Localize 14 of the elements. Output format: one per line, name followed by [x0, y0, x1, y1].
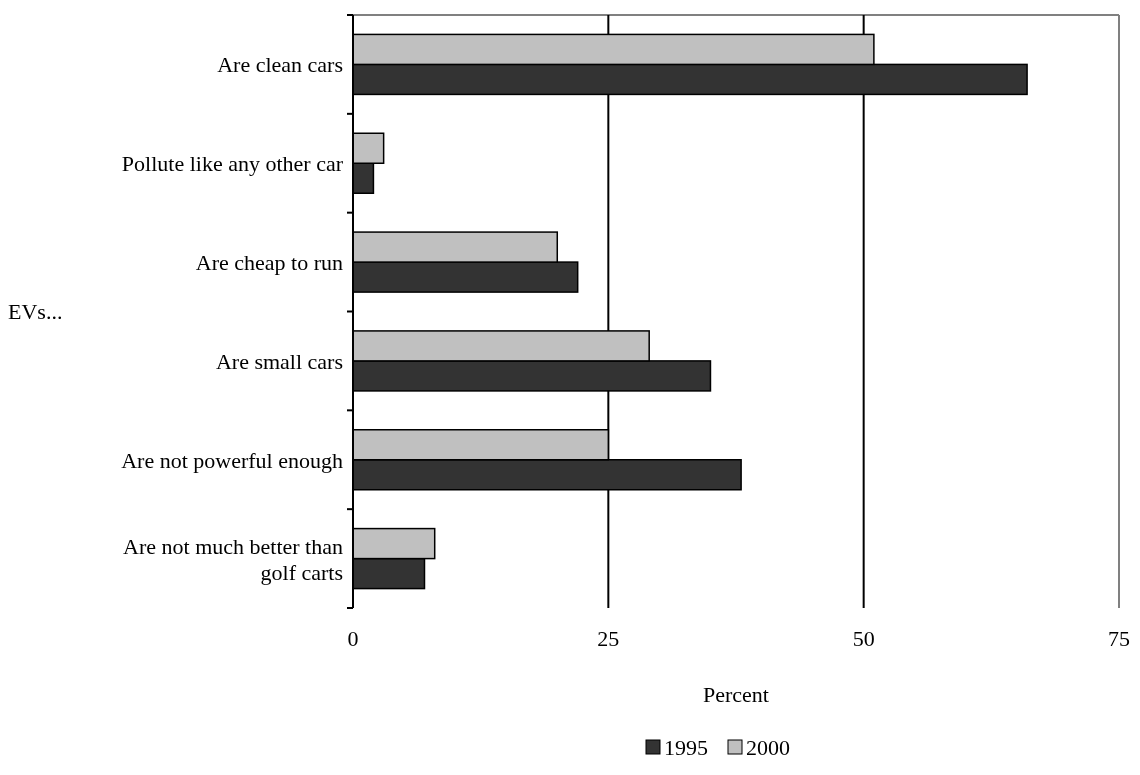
x-tick-label: 50	[852, 626, 875, 651]
x-tick-label: 0	[347, 626, 359, 651]
legend-label: 1995	[664, 734, 708, 760]
x-tick-label: 75	[1108, 626, 1130, 651]
y-tick-label: Are small cars	[215, 348, 343, 374]
y-tick-label: Are clean cars	[217, 51, 343, 77]
legend-label: 2000	[746, 734, 790, 760]
y-tick-label: Are not powerful enough	[121, 447, 343, 473]
y-axis-title: EVs...	[8, 299, 63, 324]
x-axis-title: Percent	[703, 682, 769, 707]
y-tick-label: Are not much better than golf carts	[123, 533, 343, 585]
x-tick-label: 25	[597, 626, 620, 651]
y-tick-label: Pollute like any other car	[121, 150, 344, 176]
y-tick-label: Are cheap to run	[195, 249, 343, 275]
